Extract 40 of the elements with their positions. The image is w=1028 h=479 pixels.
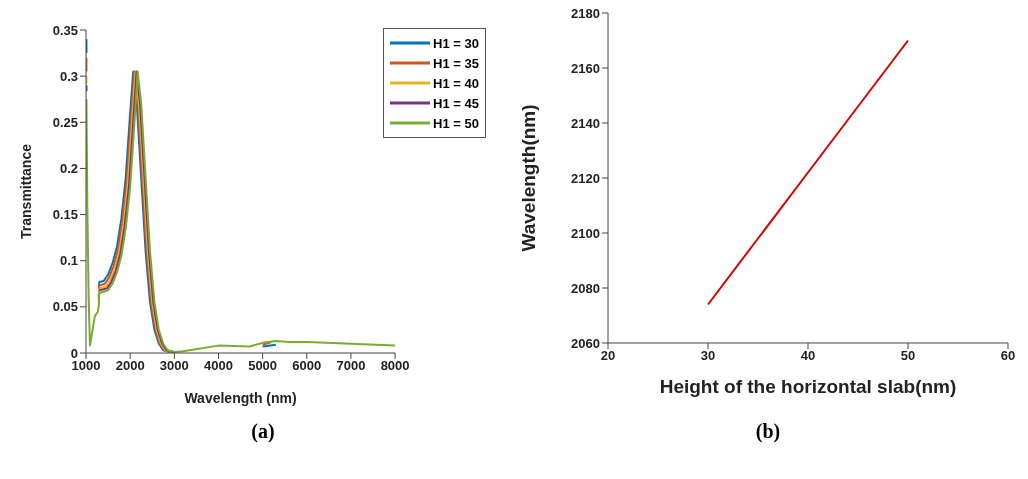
y-axis-title: Wavelength(nm) — [517, 104, 539, 252]
legend-label: H1 = 35 — [433, 55, 479, 71]
y-tick-label: 2160 — [571, 60, 600, 76]
x-tick-label: 1000 — [71, 358, 101, 374]
y-tick-label: 0.3 — [59, 68, 78, 84]
line-series — [707, 39, 909, 306]
y-tick-label: 0.15 — [52, 207, 78, 223]
y-tick-label: 0.2 — [59, 161, 78, 177]
text: (b) — [755, 420, 781, 443]
x-axis-title: Height of the horizontal slab(nm) — [659, 376, 957, 397]
legend-label: H1 = 30 — [433, 35, 479, 51]
y-tick-label: 0.35 — [52, 22, 78, 38]
x-tick-label: 6000 — [292, 358, 322, 374]
x-axis-title: Wavelength (nm) — [184, 390, 297, 406]
x-tick-label: 2000 — [115, 358, 145, 374]
x-tick-label: 5000 — [248, 358, 278, 374]
legend-label: H1 = 45 — [433, 95, 479, 111]
x-tick-label: 4000 — [204, 358, 233, 374]
y-tick-label: 0.25 — [52, 114, 78, 130]
y-tick-label: 2100 — [571, 225, 600, 241]
x-tick-label: 8000 — [380, 358, 410, 374]
text: (a) — [251, 420, 275, 443]
legend-label: H1 = 50 — [433, 115, 479, 131]
y-tick-label: 2180 — [571, 5, 600, 21]
y-tick-label: 2120 — [571, 170, 600, 186]
x-tick-label: 40 — [800, 348, 816, 364]
y-tick-label: 0.05 — [52, 299, 78, 315]
y-tick-label: 0 — [70, 345, 78, 361]
y-tick-label: 0.1 — [59, 253, 78, 269]
y-tick-label: 2060 — [571, 335, 600, 351]
x-tick-label: 50 — [900, 348, 916, 364]
x-tick-label: 30 — [700, 348, 716, 364]
y-axis-title: Transmittance — [17, 143, 34, 239]
y-tick-label: 2140 — [571, 115, 600, 131]
x-tick-label: 7000 — [336, 358, 366, 374]
x-tick-label: 60 — [1000, 348, 1016, 364]
y-tick-label: 2080 — [571, 280, 600, 296]
legend-label: H1 = 40 — [433, 75, 479, 91]
x-tick-label: 20 — [600, 348, 616, 364]
x-tick-label: 3000 — [159, 358, 189, 374]
